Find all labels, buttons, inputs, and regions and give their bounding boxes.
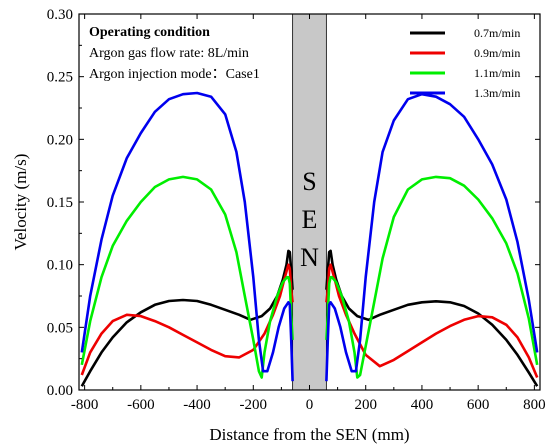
x-tick-label: 800 [523,397,546,413]
x-tick-label: -200 [240,397,268,413]
series-line-right [325,249,539,387]
sen-letter: S [302,167,316,196]
series-line-right [325,263,539,379]
series-line-left [80,249,294,387]
series-line-left [80,263,294,376]
y-tick-label: 0.05 [47,320,73,336]
legend-label: 1.3m/min [474,86,520,100]
series-line-right [325,175,539,379]
series-layer [80,91,539,387]
series-line-left [80,91,294,382]
legend-label: 1.1m/min [474,66,520,80]
annotation-line: Argon injection mode：Case1 [89,67,260,82]
legend-label: 0.9m/min [474,46,520,60]
x-tick-label: 200 [354,397,377,413]
y-axis-label: Velocity (m/s) [11,154,30,251]
y-tick-label: 0.00 [47,383,73,399]
y-tick-label: 0.15 [47,195,73,211]
sen-letter: N [300,243,319,272]
x-tick-label: 600 [467,397,490,413]
series-line-left [80,175,294,379]
y-tick-label: 0.30 [47,7,73,23]
annotation-box: Operating condition Argon gas flow rate:… [89,25,260,82]
x-tick-label: 400 [411,397,434,413]
sen-label: SEN [300,167,319,272]
legend-label: 0.7m/min [474,26,520,40]
y-tick-label: 0.10 [47,258,73,274]
sen-region [292,13,327,391]
x-tick-label: -800 [71,397,99,413]
x-tick-label: -600 [127,397,155,413]
annotation-line: Argon gas flow rate: 8L/min [89,46,249,61]
x-tick-label: -400 [183,397,211,413]
x-tick-label: 0 [306,397,314,413]
series-line-right [325,92,539,382]
x-axis-label: Distance from the SEN (mm) [209,425,409,444]
y-tick-label: 0.25 [47,70,73,86]
legend: 0.7m/min 0.9m/min 1.1m/min 1.3m/min [410,26,520,100]
sen-letter: E [302,205,318,234]
y-tick-label: 0.20 [47,132,73,148]
x-axis: -800 -600 -400 -200 0 200 400 600 800 [71,14,546,413]
y-axis: 0.00 0.05 0.10 0.15 0.20 0.25 0.30 [47,7,540,399]
annotation-title: Operating condition [89,25,210,40]
